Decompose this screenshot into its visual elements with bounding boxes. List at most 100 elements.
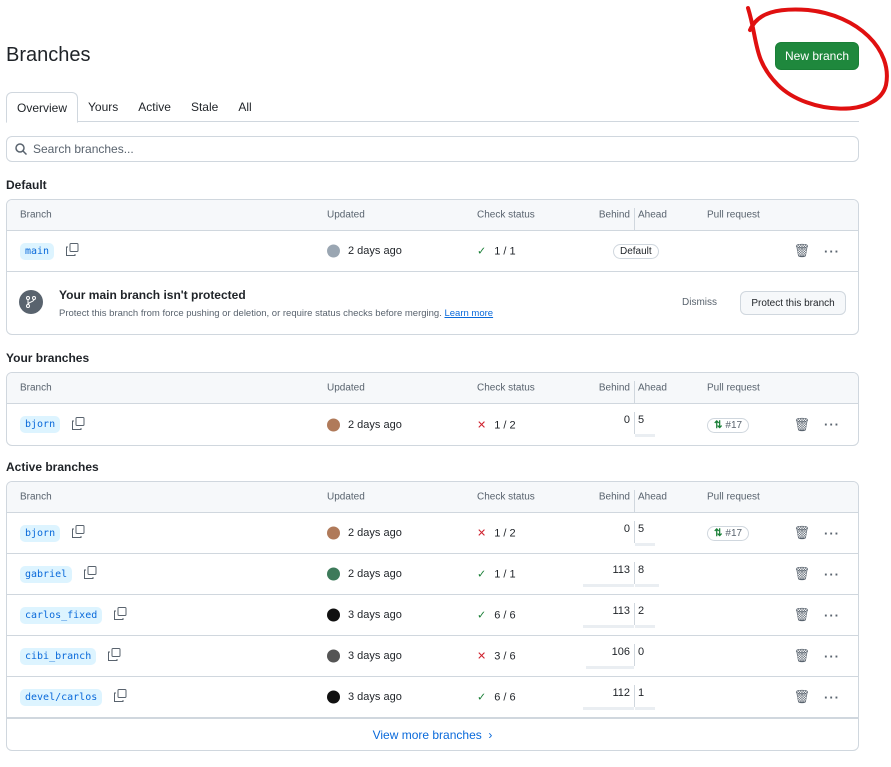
default-table: Branch Updated Check status Behind Ahead… bbox=[6, 199, 859, 335]
branch-link[interactable]: gabriel bbox=[20, 565, 73, 583]
default-badge: Default bbox=[613, 244, 659, 259]
divider bbox=[634, 562, 635, 584]
updated-text: 3 days ago bbox=[348, 690, 402, 703]
behind-count: 113 bbox=[612, 605, 630, 617]
more-options-icon[interactable]: ··· bbox=[824, 689, 840, 705]
view-more-label: View more branches bbox=[372, 727, 482, 742]
check-status[interactable]: 3 / 6 bbox=[494, 650, 516, 663]
col-behind: Behind bbox=[598, 491, 630, 503]
col-updated: Updated bbox=[327, 491, 365, 503]
col-updated: Updated bbox=[327, 382, 365, 394]
divider bbox=[634, 208, 635, 230]
branch-icon bbox=[19, 290, 43, 314]
more-options-icon[interactable]: ··· bbox=[824, 243, 840, 259]
search-icon bbox=[15, 143, 27, 155]
protect-branch-button[interactable]: Protect this branch bbox=[740, 291, 846, 315]
check-status[interactable]: 6 / 6 bbox=[494, 609, 516, 622]
col-pr: Pull request bbox=[707, 209, 760, 221]
trash-icon[interactable]: 🗑 bbox=[793, 525, 810, 540]
branch-link[interactable]: bjorn bbox=[20, 416, 61, 434]
ahead-count: 0 bbox=[638, 646, 645, 658]
trash-icon[interactable]: 🗑 bbox=[793, 416, 810, 432]
tab-all[interactable]: All bbox=[238, 100, 252, 114]
ahead-bar bbox=[635, 625, 655, 628]
table-header: Branch Updated Check status Behind Ahead… bbox=[7, 200, 858, 231]
col-updated: Updated bbox=[327, 209, 365, 221]
branch-link[interactable]: devel/carlos bbox=[20, 688, 103, 706]
your-branches-table: Branch Updated Check status Behind Ahead… bbox=[6, 372, 859, 446]
updated-text: 3 days ago bbox=[348, 649, 402, 662]
copy-icon[interactable] bbox=[114, 689, 127, 705]
check-status[interactable]: 1 / 1 bbox=[494, 568, 516, 581]
behind-bar bbox=[583, 707, 634, 710]
copy-icon[interactable] bbox=[108, 648, 121, 664]
trash-icon[interactable]: 🗑 bbox=[793, 648, 810, 663]
trash-icon[interactable]: 🗑 bbox=[793, 607, 810, 622]
check-status[interactable]: 1 / 2 bbox=[494, 527, 516, 540]
dismiss-button[interactable]: Dismiss bbox=[682, 297, 717, 308]
col-pr: Pull request bbox=[707, 382, 760, 394]
tab-yours[interactable]: Yours bbox=[88, 100, 119, 114]
check-status[interactable]: 1 / 1 bbox=[494, 245, 516, 258]
trash-icon[interactable]: 🗑 bbox=[793, 243, 810, 258]
protection-warning: Your main branch isn't protected Protect… bbox=[7, 272, 858, 334]
branch-link[interactable]: cibi_branch bbox=[20, 647, 97, 665]
section-yours: Your branches bbox=[6, 351, 90, 365]
updated-text: 2 days ago bbox=[348, 526, 402, 539]
ahead-count: 2 bbox=[638, 605, 645, 617]
pull-request-icon: ⇅ bbox=[714, 528, 723, 539]
copy-icon[interactable] bbox=[114, 607, 127, 623]
pull-request-badge[interactable]: ⇅ #17 bbox=[707, 526, 750, 541]
behind-count: 0 bbox=[623, 414, 630, 427]
updated-text: 2 days ago bbox=[348, 418, 402, 431]
tab-active[interactable]: Active bbox=[138, 100, 171, 114]
branch-link[interactable]: carlos_fixed bbox=[20, 606, 103, 624]
more-options-icon[interactable]: ··· bbox=[824, 417, 840, 432]
col-check: Check status bbox=[477, 491, 535, 503]
col-behind: Behind bbox=[598, 209, 630, 221]
search-input[interactable]: Search branches... bbox=[6, 136, 859, 162]
behind-bar bbox=[583, 584, 634, 587]
more-options-icon[interactable]: ··· bbox=[824, 607, 840, 623]
branch-link[interactable]: bjorn bbox=[20, 524, 61, 542]
more-options-icon[interactable]: ··· bbox=[824, 525, 840, 541]
new-branch-button[interactable]: New branch bbox=[775, 42, 859, 70]
updated-text: 3 days ago bbox=[348, 608, 402, 621]
view-more-branches-link[interactable]: View more branches › bbox=[7, 718, 858, 750]
col-check: Check status bbox=[477, 209, 535, 221]
tab-stale[interactable]: Stale bbox=[190, 100, 219, 114]
more-options-icon[interactable]: ··· bbox=[824, 566, 840, 582]
table-row: cibi_branch 3 days ago ✕ 3 / 6 106 0 🗑 ··· bbox=[7, 636, 858, 677]
more-options-icon[interactable]: ··· bbox=[824, 648, 840, 664]
chevron-right-icon: › bbox=[488, 727, 493, 742]
copy-icon[interactable] bbox=[84, 566, 97, 582]
divider bbox=[634, 490, 635, 512]
warning-text: Protect this branch from force pushing o… bbox=[59, 308, 442, 319]
divider bbox=[634, 603, 635, 625]
avatar bbox=[327, 244, 340, 258]
trash-icon[interactable]: 🗑 bbox=[793, 689, 810, 704]
pull-request-badge[interactable]: ⇅ #17 bbox=[707, 417, 750, 433]
behind-count: 113 bbox=[612, 564, 630, 576]
red-circle-annotation bbox=[746, 6, 889, 111]
avatar bbox=[327, 567, 340, 581]
ahead-bar bbox=[635, 543, 655, 546]
ahead-bar bbox=[635, 707, 655, 710]
branch-link[interactable]: main bbox=[20, 242, 55, 260]
col-ahead: Ahead bbox=[638, 491, 667, 503]
learn-more-link[interactable]: Learn more bbox=[444, 308, 494, 319]
trash-icon[interactable]: 🗑 bbox=[793, 566, 810, 581]
check-status[interactable]: 6 / 6 bbox=[494, 691, 516, 704]
check-icon: ✓ bbox=[477, 691, 487, 704]
table-row: bjorn 2 days ago ✕ 1 / 2 0 5 ⇅ #17 🗑 ··· bbox=[7, 513, 858, 554]
tab-overview[interactable]: Overview bbox=[6, 92, 79, 123]
x-icon: ✕ bbox=[477, 527, 487, 540]
x-icon: ✕ bbox=[477, 650, 487, 663]
copy-icon[interactable] bbox=[66, 243, 79, 259]
copy-icon[interactable] bbox=[72, 416, 85, 433]
col-ahead: Ahead bbox=[638, 382, 667, 394]
behind-bar bbox=[583, 625, 634, 628]
check-status[interactable]: 1 / 2 bbox=[494, 419, 516, 431]
copy-icon[interactable] bbox=[72, 525, 85, 541]
section-active: Active branches bbox=[6, 460, 99, 474]
